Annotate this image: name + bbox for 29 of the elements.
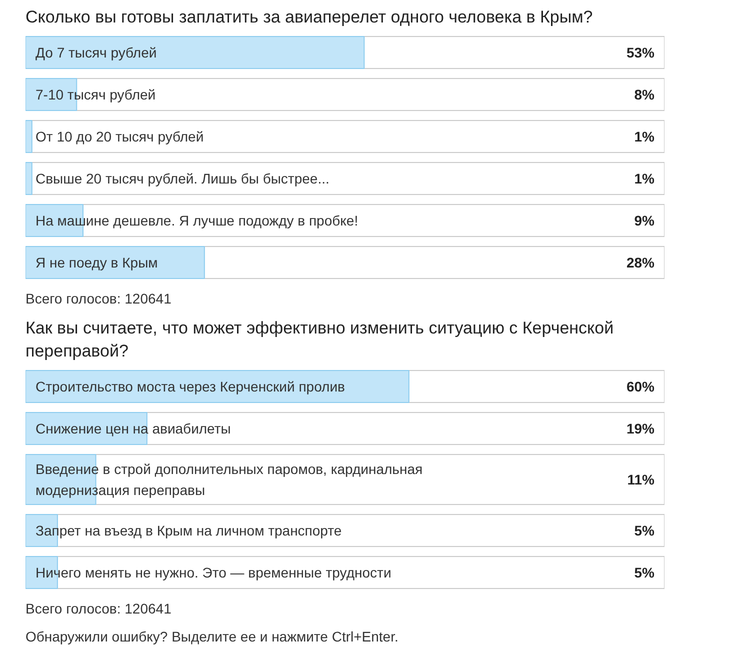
category-label: Снижение цен на авиабилеты (36, 420, 231, 436)
category-label: На машине дешевле. Я лучше подожду в пробке! (36, 212, 358, 228)
text: Обнаружили ошибку? Выделите ее и нажмите Ctrl+Enter. (26, 628, 398, 644)
bar (26, 120, 32, 153)
text: Всего голосов: 120641 (26, 600, 172, 616)
category-label: До 7 тысяч рублей (36, 44, 157, 60)
category-label: Введение в строй дополнительных паромов, кардинальная модернизация переправы (36, 461, 423, 498)
data-label: 5% (634, 522, 656, 538)
category-label: 7-10 тысяч рублей (36, 86, 156, 102)
category-label: От 10 до 20 тысяч рублей (36, 128, 204, 144)
category-label: Строительство моста через Керченский пролив (36, 378, 345, 394)
data-label: 19% (626, 420, 656, 436)
chart-title: Сколько вы готовы заплатить за авиаперелет одного человека в Крым? (26, 8, 593, 26)
data-label: 1% (634, 128, 656, 144)
data-label: 60% (626, 378, 656, 394)
category-label: Ничего менять не нужно. Это — временные трудности (36, 564, 392, 580)
data-label: 9% (634, 212, 656, 228)
data-label: 1% (634, 170, 656, 186)
category-label: Свыше 20 тысяч рублей. Лишь бы быстрее... (36, 170, 330, 186)
bar (26, 162, 32, 195)
category-label: Я не поеду в Крым (36, 254, 158, 270)
data-label: 5% (634, 564, 656, 580)
data-label: 53% (626, 44, 656, 60)
data-label: 11% (627, 472, 656, 488)
data-label: 8% (634, 86, 656, 102)
chart-title: Как вы считаете, что может эффективно изменить ситуацию с Керченской переправой? (26, 318, 614, 360)
category-label: Запрет на въезд в Крым на личном транспорте (36, 522, 342, 538)
data-label: 28% (626, 254, 656, 270)
text: Всего голосов: 120641 (26, 290, 172, 306)
